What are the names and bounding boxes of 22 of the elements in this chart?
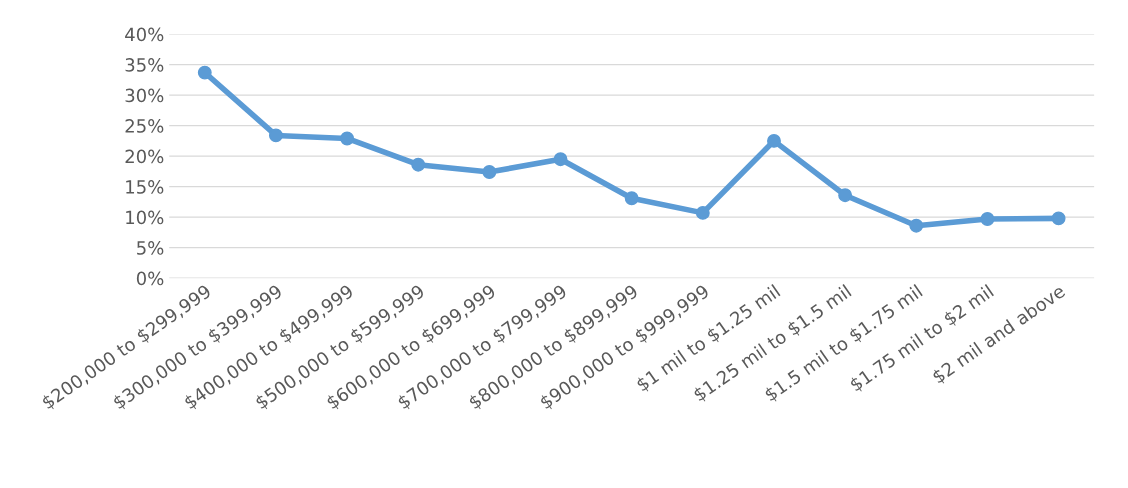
point bbox=[695, 205, 710, 220]
y-tick-label: 15% bbox=[126, 180, 164, 194]
y-tick-label: 35% bbox=[125, 58, 164, 72]
y-tick-label: 40% bbox=[125, 27, 164, 42]
point bbox=[1051, 211, 1066, 226]
point bbox=[624, 191, 639, 206]
y-tick-label: 10% bbox=[126, 210, 164, 225]
y-tick-label: 0% bbox=[136, 271, 164, 286]
point bbox=[197, 65, 212, 80]
point bbox=[482, 165, 497, 179]
point bbox=[411, 157, 426, 172]
point bbox=[268, 128, 283, 143]
y-tick-label: 25% bbox=[125, 119, 164, 133]
y-tick-label: 5% bbox=[137, 241, 164, 255]
point bbox=[553, 152, 568, 167]
point bbox=[980, 212, 995, 226]
point bbox=[909, 218, 924, 233]
y-tick-label: 30% bbox=[125, 88, 164, 103]
point bbox=[340, 131, 355, 146]
y-tick-label: 20% bbox=[125, 149, 164, 164]
point bbox=[767, 133, 781, 148]
point bbox=[838, 188, 853, 203]
